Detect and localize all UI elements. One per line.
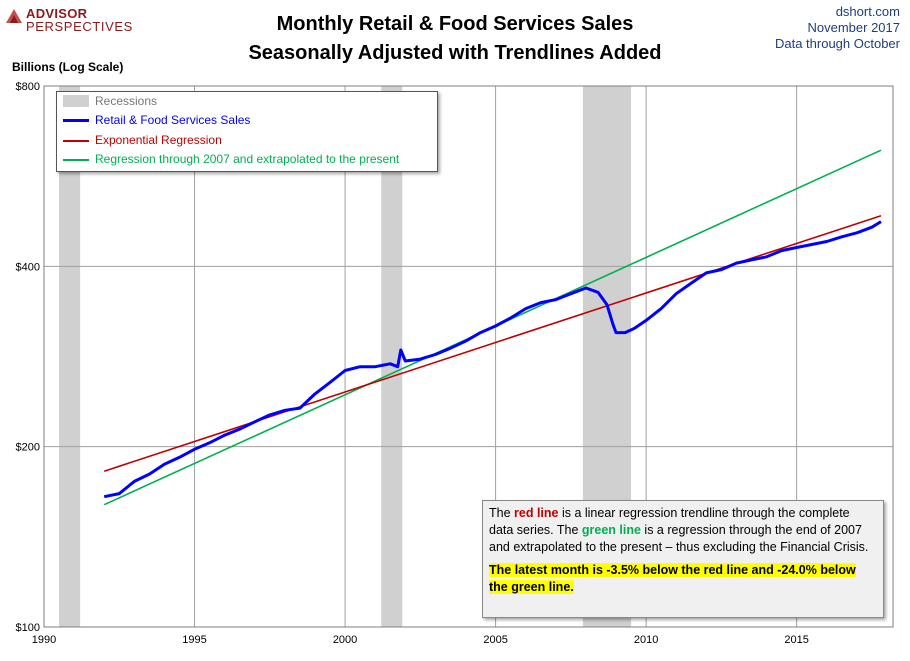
note-red-line: red line	[514, 506, 559, 520]
x-tick-labels: 1990 1995 2000 2005 2010 2015	[32, 634, 809, 646]
legend-label-exponential: Exponential Regression	[95, 133, 222, 147]
annotation-paragraph-2: The latest month is -3.5% below the red …	[489, 562, 877, 596]
legend-swatch-regression-2007	[63, 159, 89, 161]
legend-swatch-recessions	[63, 95, 89, 107]
legend-swatch-retail	[63, 119, 89, 122]
y-tick-label-3: $800	[16, 81, 40, 93]
y-tick-labels: $100 $200 $400 $800	[16, 81, 40, 634]
logo-line1: ADVISOR	[26, 6, 88, 21]
note-green-line: green line	[581, 523, 641, 537]
series-lines	[103, 149, 882, 506]
chart-title-line1: Monthly Retail & Food Services Sales	[276, 13, 634, 35]
legend: Recessions Retail & Food Services Sales …	[56, 91, 438, 172]
x-tick-label-2: 2000	[333, 634, 357, 646]
logo-mark-icon	[6, 9, 22, 23]
note-text: The	[489, 506, 515, 520]
x-tick-label-1: 1995	[182, 634, 206, 646]
legend-label-recessions: Recessions	[95, 94, 158, 108]
note-text: is a regression through the end of 2007 …	[489, 523, 869, 554]
source-date: November 2017	[807, 20, 901, 35]
legend-label-retail: Retail & Food Services Sales	[95, 113, 251, 127]
annotation-paragraph-1: The red line is a linear regression tren…	[489, 505, 877, 556]
x-tick-label-0: 1990	[32, 634, 56, 646]
chart-title: Monthly Retail & Food Services Sales Sea…	[190, 10, 720, 68]
series-line-exponential	[103, 214, 882, 472]
y-axis-label: Billions (Log Scale)	[12, 60, 124, 74]
advisor-perspectives-logo: ADVISOR PERSPECTIVES	[6, 6, 133, 36]
y-tick-label-0: $100	[16, 622, 40, 634]
series-line-retail	[103, 220, 882, 499]
plot-frame	[43, 85, 894, 628]
recession-band-1	[381, 86, 403, 627]
annotation-box: The red line is a linear regression tren…	[482, 500, 884, 618]
x-tick-label-4: 2010	[634, 634, 658, 646]
source-site: dshort.com	[835, 4, 900, 19]
x-tick-label-3: 2005	[483, 634, 507, 646]
x-tick-label-5: 2015	[784, 634, 808, 646]
y-tick-label-2: $400	[16, 261, 40, 273]
logo-line2: PERSPECTIVES	[26, 19, 133, 34]
note-text: is a linear regression trendline through…	[489, 506, 850, 537]
recession-band-0	[59, 86, 81, 627]
y-tick-label-1: $200	[16, 442, 40, 454]
legend-label-regression-2007: Regression through 2007 and extrapolated…	[95, 152, 400, 166]
chart-title-line2: Seasonally Adjusted with Trendlines Adde…	[248, 42, 662, 64]
source-block: dshort.com November 2017 Data through Oc…	[775, 4, 900, 52]
legend-swatch-exponential	[63, 140, 89, 142]
source-data-through: Data through October	[774, 36, 900, 51]
note-highlight: The latest month is -3.5% below the red …	[489, 563, 856, 594]
